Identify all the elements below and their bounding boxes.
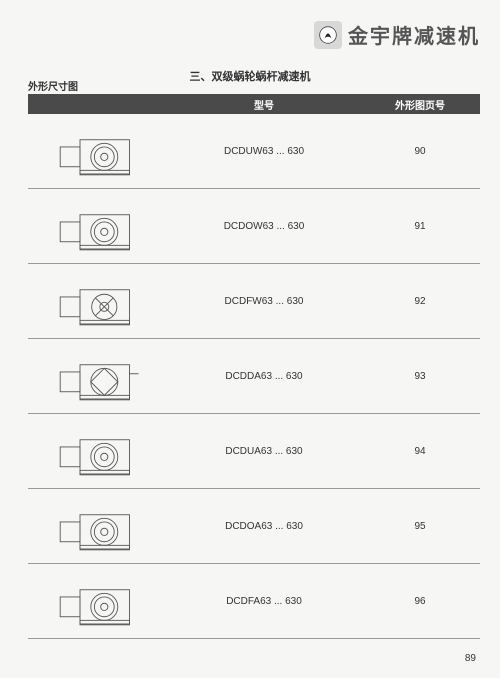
subtitle: 外形尺寸图 — [28, 78, 78, 93]
brand-logo-icon — [314, 21, 342, 49]
row-model: DCDOW63 ... 630 — [168, 221, 360, 232]
spec-table: 型号 外形图页号 DCDUW63 ... 630 90 DCDOW63 ... … — [28, 94, 480, 639]
row-page: 94 — [360, 446, 480, 457]
row-diagram — [28, 571, 168, 631]
row-page: 90 — [360, 146, 480, 157]
row-diagram — [28, 421, 168, 481]
row-page: 93 — [360, 371, 480, 382]
table-row: DCDOA63 ... 630 95 — [28, 489, 480, 564]
row-page: 92 — [360, 296, 480, 307]
row-page: 91 — [360, 221, 480, 232]
table-row: DCDFW63 ... 630 92 — [28, 264, 480, 339]
row-diagram — [28, 346, 168, 406]
row-model: DCDOA63 ... 630 — [168, 521, 360, 532]
table-header: 型号 外形图页号 — [28, 94, 480, 114]
table-row: DCDOW63 ... 630 91 — [28, 189, 480, 264]
table-row: DCDDA63 ... 630 93 — [28, 339, 480, 414]
table-row: DCDUA63 ... 630 94 — [28, 414, 480, 489]
row-model: DCDUW63 ... 630 — [168, 146, 360, 157]
row-model: DCDUA63 ... 630 — [168, 446, 360, 457]
col-header-model: 型号 — [168, 97, 360, 112]
row-model: DCDFW63 ... 630 — [168, 296, 360, 307]
row-model: DCDDA63 ... 630 — [168, 371, 360, 382]
row-diagram — [28, 121, 168, 181]
row-diagram — [28, 196, 168, 256]
page-number: 89 — [465, 653, 476, 664]
brand-header: 金宇牌减速机 — [314, 20, 480, 49]
row-diagram — [28, 496, 168, 556]
table-row: DCDFA63 ... 630 96 — [28, 564, 480, 639]
table-row: DCDUW63 ... 630 90 — [28, 114, 480, 189]
col-header-page: 外形图页号 — [360, 97, 480, 112]
row-model: DCDFA63 ... 630 — [168, 596, 360, 607]
row-diagram — [28, 271, 168, 331]
row-page: 95 — [360, 521, 480, 532]
row-page: 96 — [360, 596, 480, 607]
brand-text: 金宇牌减速机 — [348, 20, 480, 49]
